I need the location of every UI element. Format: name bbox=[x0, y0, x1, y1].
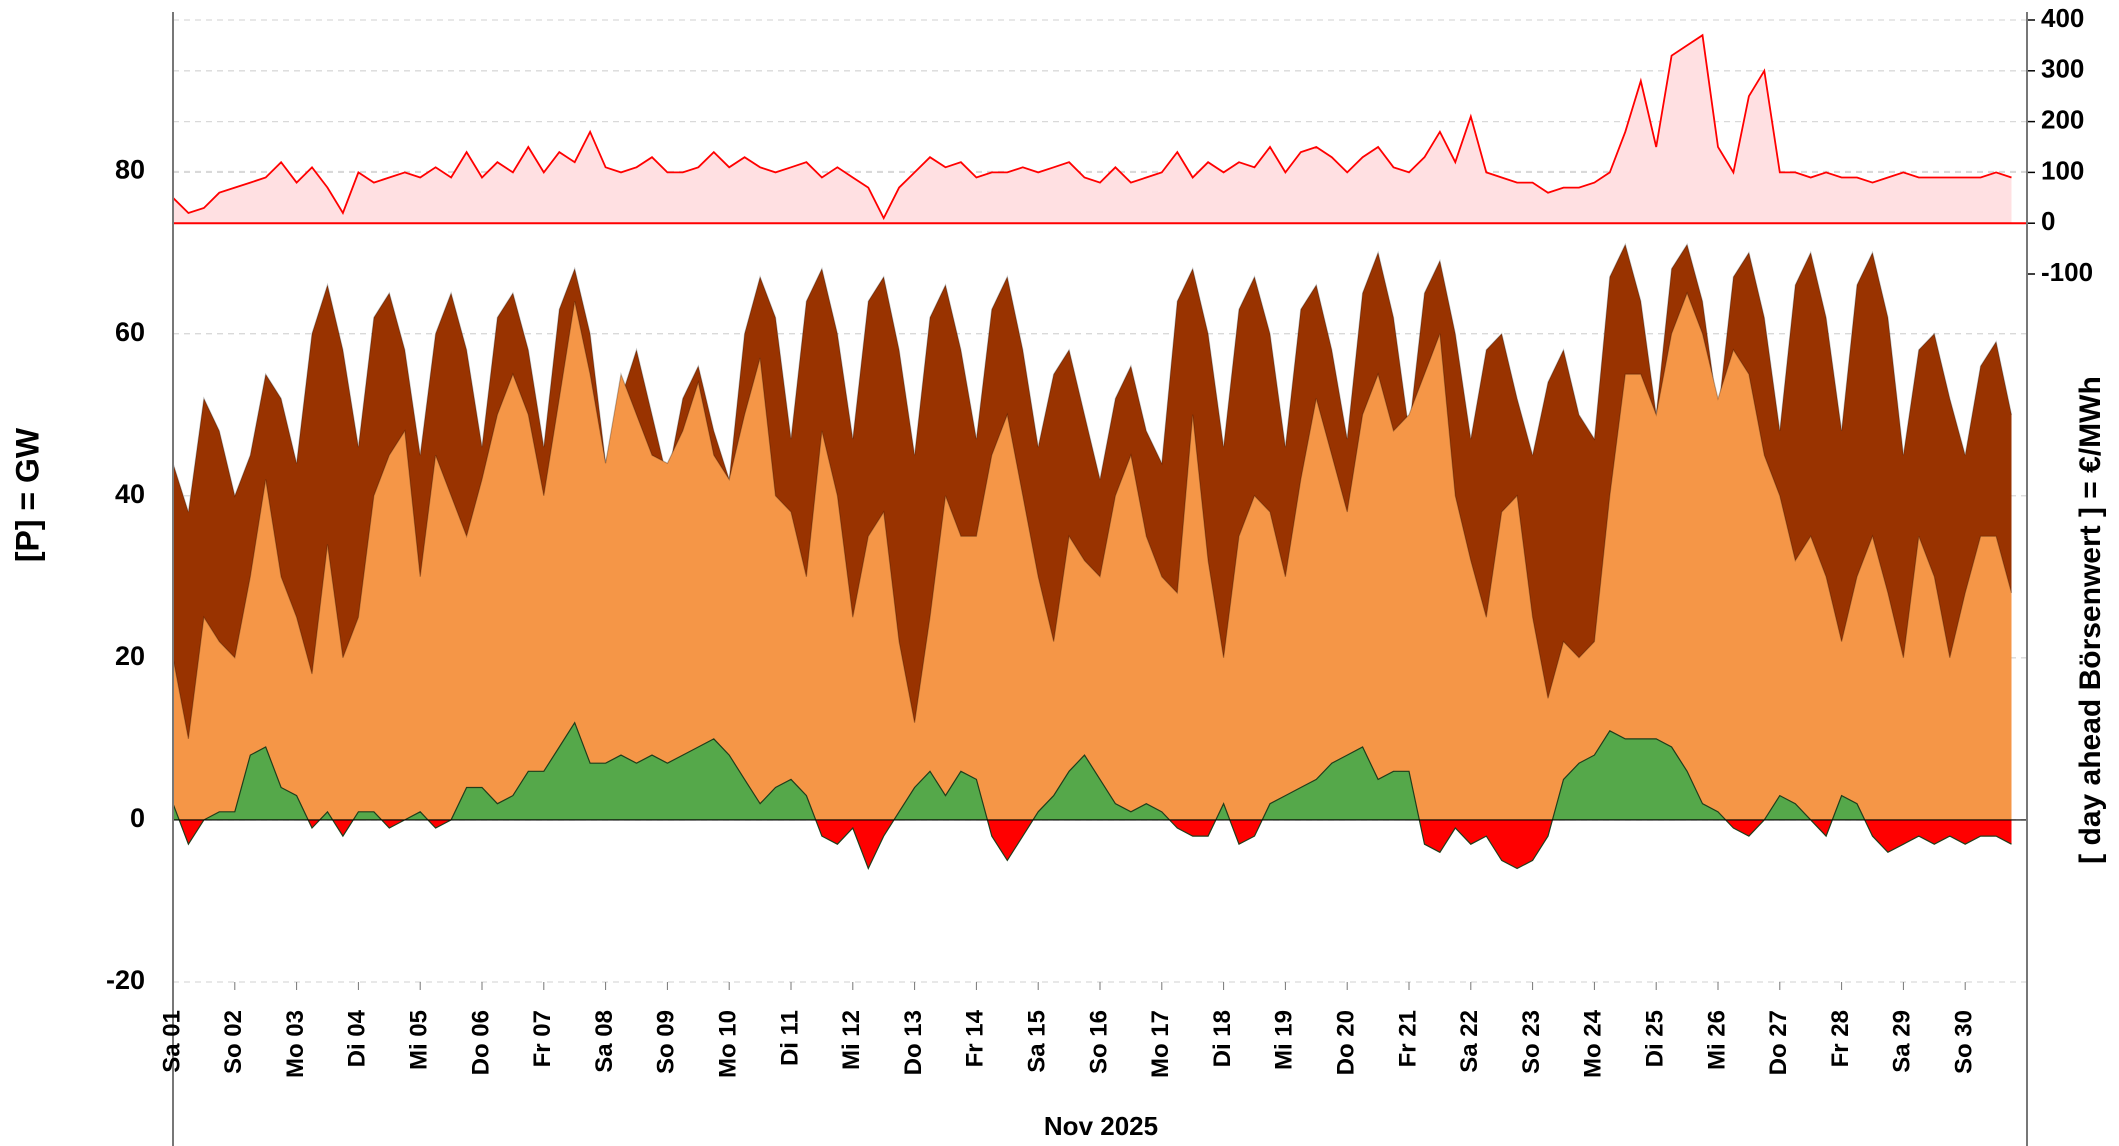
x-tick-label: Mi 19 bbox=[1271, 1010, 1298, 1070]
x-tick-label: Sa 15 bbox=[1024, 1010, 1051, 1073]
y-tick-label: 80 bbox=[115, 155, 145, 185]
x-axis-title: Nov 2025 bbox=[1044, 1111, 1158, 1141]
x-tick-label: So 23 bbox=[1518, 1010, 1545, 1074]
x-tick-label: Do 13 bbox=[900, 1010, 927, 1075]
x-tick-label: Mi 05 bbox=[406, 1010, 433, 1070]
x-tick-label: Di 25 bbox=[1642, 1010, 1669, 1067]
x-tick-label: Do 06 bbox=[467, 1010, 494, 1075]
x-tick-label: Mo 17 bbox=[1147, 1010, 1174, 1078]
y2-tick-label: 0 bbox=[2041, 206, 2055, 236]
x-tick-label: Sa 01 bbox=[158, 1010, 185, 1073]
x-tick-label: Mi 26 bbox=[1703, 1010, 1730, 1070]
x-tick-label: Mo 24 bbox=[1580, 1009, 1607, 1078]
x-tick-label: Sa 22 bbox=[1456, 1010, 1483, 1073]
y-tick-label: 40 bbox=[115, 479, 145, 509]
y2-tick-label: 400 bbox=[2041, 3, 2084, 33]
x-tick-label: So 09 bbox=[653, 1010, 680, 1074]
x-tick-label: Fr 07 bbox=[529, 1010, 556, 1067]
x-tick-label: So 02 bbox=[220, 1010, 247, 1074]
x-tick-label: Di 11 bbox=[776, 1010, 803, 1066]
x-tick-label: So 16 bbox=[1085, 1010, 1112, 1074]
y-tick-label: 0 bbox=[130, 803, 145, 833]
x-tick-label: Di 04 bbox=[344, 1009, 371, 1067]
area-edge bbox=[172, 721, 2012, 871]
y2-tick-label: 200 bbox=[2041, 104, 2084, 134]
y-tick-label: -20 bbox=[106, 965, 145, 995]
x-tick-label: Sa 29 bbox=[1889, 1010, 1916, 1073]
x-tick-label: Sa 08 bbox=[591, 1010, 618, 1073]
area bbox=[173, 722, 2012, 869]
x-tick-label: So 30 bbox=[1951, 1010, 1978, 1074]
x-tick-label: Do 20 bbox=[1333, 1010, 1360, 1075]
y2-axis-title: [ day ahead Börsenwert ] = €/MWh bbox=[2074, 376, 2107, 864]
area-edge bbox=[172, 242, 2013, 513]
area-edge bbox=[172, 291, 2013, 740]
area-edge bbox=[172, 33, 2012, 221]
x-tick-label: Mo 03 bbox=[282, 1010, 309, 1078]
y2-tick-label: 100 bbox=[2041, 155, 2084, 185]
x-tick-label: Di 18 bbox=[1209, 1010, 1236, 1067]
x-tick-label: Mo 10 bbox=[715, 1010, 742, 1078]
area bbox=[173, 293, 2012, 820]
x-tick-label: Do 27 bbox=[1765, 1010, 1792, 1075]
y2-tick-label: -100 bbox=[2041, 257, 2093, 287]
y-axis-title: [P] = GW bbox=[9, 427, 45, 562]
x-tick-label: Fr 28 bbox=[1827, 1010, 1854, 1067]
x-tick-label: Mi 12 bbox=[838, 1010, 865, 1070]
y-tick-label: 60 bbox=[115, 317, 145, 347]
y-tick-label: 20 bbox=[115, 641, 145, 671]
x-tick-label: Fr 21 bbox=[1394, 1010, 1421, 1067]
x-tick-label: Fr 14 bbox=[962, 1009, 989, 1067]
area bbox=[173, 35, 2012, 224]
y2-tick-label: 300 bbox=[2041, 54, 2084, 84]
